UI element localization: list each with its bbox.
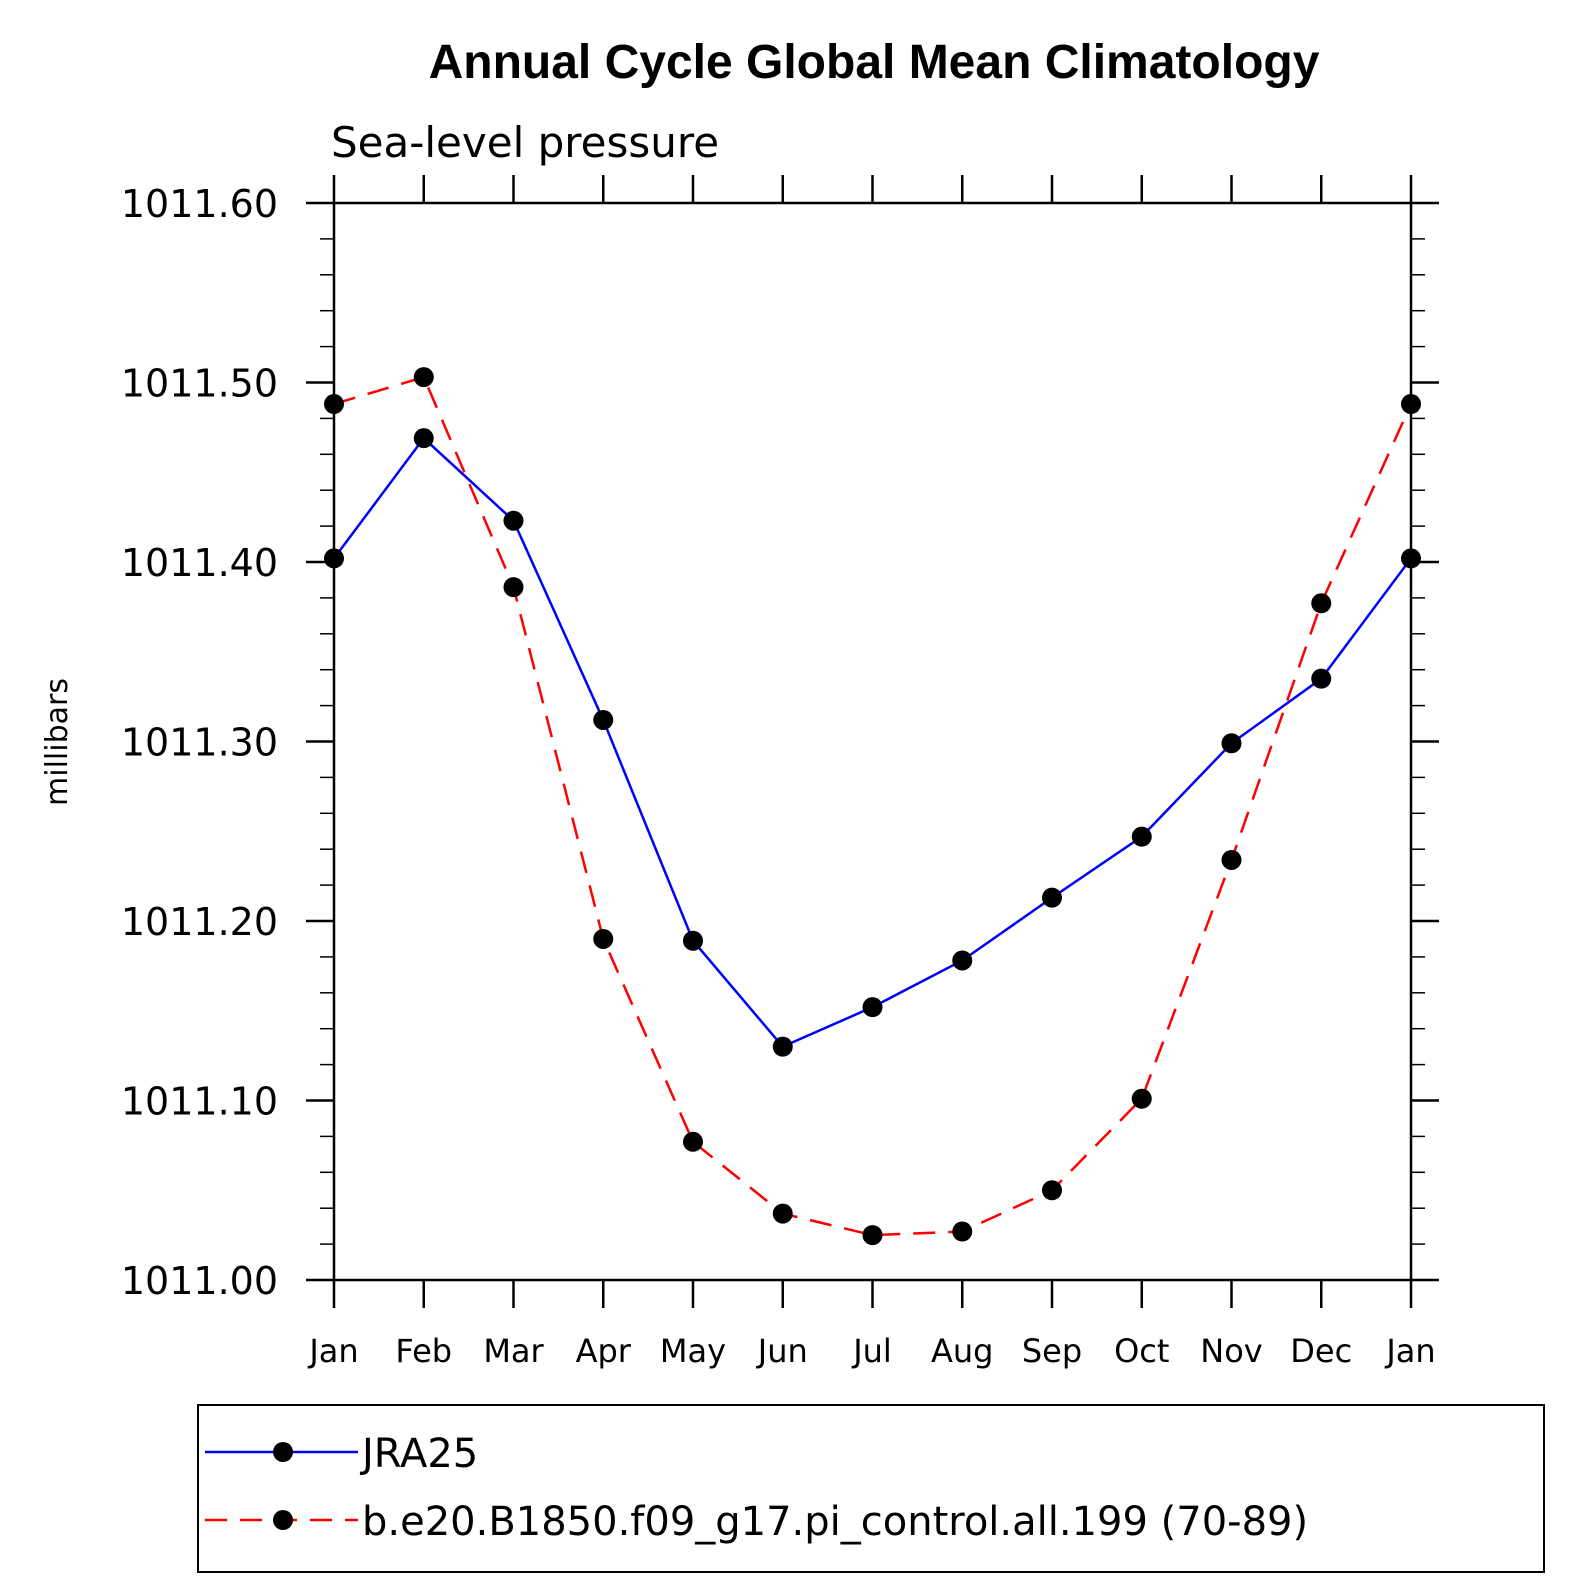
y-axis-label: millibars xyxy=(40,678,75,806)
x-tick-label: Aug xyxy=(931,1332,993,1370)
series-2-point xyxy=(413,367,434,388)
series-2-point xyxy=(1221,849,1242,870)
series-2-point xyxy=(683,1131,703,1152)
series-1-point xyxy=(413,428,434,449)
legend-marker-1 xyxy=(273,1442,293,1462)
chart-subtitle: Sea-level pressure xyxy=(331,118,719,167)
series-1-point xyxy=(593,709,614,730)
ticks-layer: 1011.00 1011.10 1011.20 1011.30 1011.40 1011.… xyxy=(121,175,1439,1370)
legend: JRA25 b.e20.B1850.f09_g17.pi_control.all.… xyxy=(197,1404,1545,1573)
x-tick-label: Apr xyxy=(576,1332,632,1370)
x-tick-label: Jan xyxy=(307,1332,358,1370)
series-2-point xyxy=(862,1225,883,1246)
x-tick-label: Mar xyxy=(483,1332,544,1370)
series-2-point xyxy=(1131,1088,1152,1109)
x-tick-label: Sep xyxy=(1022,1332,1082,1370)
y-tick-label: 1011.30 xyxy=(121,721,278,765)
y-tick-label: 1011.60 xyxy=(121,182,278,226)
y-tick-label: 1011.50 xyxy=(121,362,278,406)
series-2-point xyxy=(772,1203,793,1224)
x-tick-label: Jan xyxy=(1384,1332,1435,1370)
x-tick-label: Jun xyxy=(756,1332,808,1370)
series-layer xyxy=(324,367,1421,1246)
series-1-point xyxy=(1131,826,1152,847)
series-line-1 xyxy=(332,436,1413,1049)
x-tick-label: May xyxy=(660,1332,726,1370)
legend-box xyxy=(197,1404,1545,1573)
y-tick-label: 1011.40 xyxy=(121,541,278,585)
series-1-point xyxy=(503,510,524,531)
series-2-point xyxy=(952,1221,973,1242)
plot-frame xyxy=(332,201,1413,1282)
series-1-point xyxy=(772,1036,793,1057)
y-tick-label: 1011.00 xyxy=(121,1259,278,1303)
x-tick-label: Dec xyxy=(1290,1332,1352,1370)
series-1-point xyxy=(1311,668,1332,689)
x-tick-label: Feb xyxy=(395,1332,452,1370)
series-1-point xyxy=(952,950,973,971)
legend-label-2: b.e20.B1850.f09_g17.pi_control.all.199 (… xyxy=(362,1499,1308,1545)
x-tick-label: Jul xyxy=(851,1332,892,1370)
y-tick-label: 1011.20 xyxy=(121,900,278,944)
y-tick-label: 1011.10 xyxy=(121,1080,278,1124)
x-tick-label: Nov xyxy=(1200,1332,1262,1370)
series-2-point xyxy=(1311,593,1332,614)
series-1-point xyxy=(862,997,883,1018)
series-2-point xyxy=(1042,1180,1062,1201)
series-1-point xyxy=(1221,733,1242,754)
x-tick-label: Oct xyxy=(1114,1332,1169,1370)
series-1-point xyxy=(1042,887,1062,908)
series-1-point xyxy=(683,930,703,951)
series-2-point xyxy=(593,928,614,949)
legend-marker-2 xyxy=(273,1510,293,1530)
series-2-point xyxy=(503,577,524,598)
chart-title: Annual Cycle Global Mean Climatology xyxy=(429,36,1320,89)
legend-label-1: JRA25 xyxy=(359,1431,478,1477)
